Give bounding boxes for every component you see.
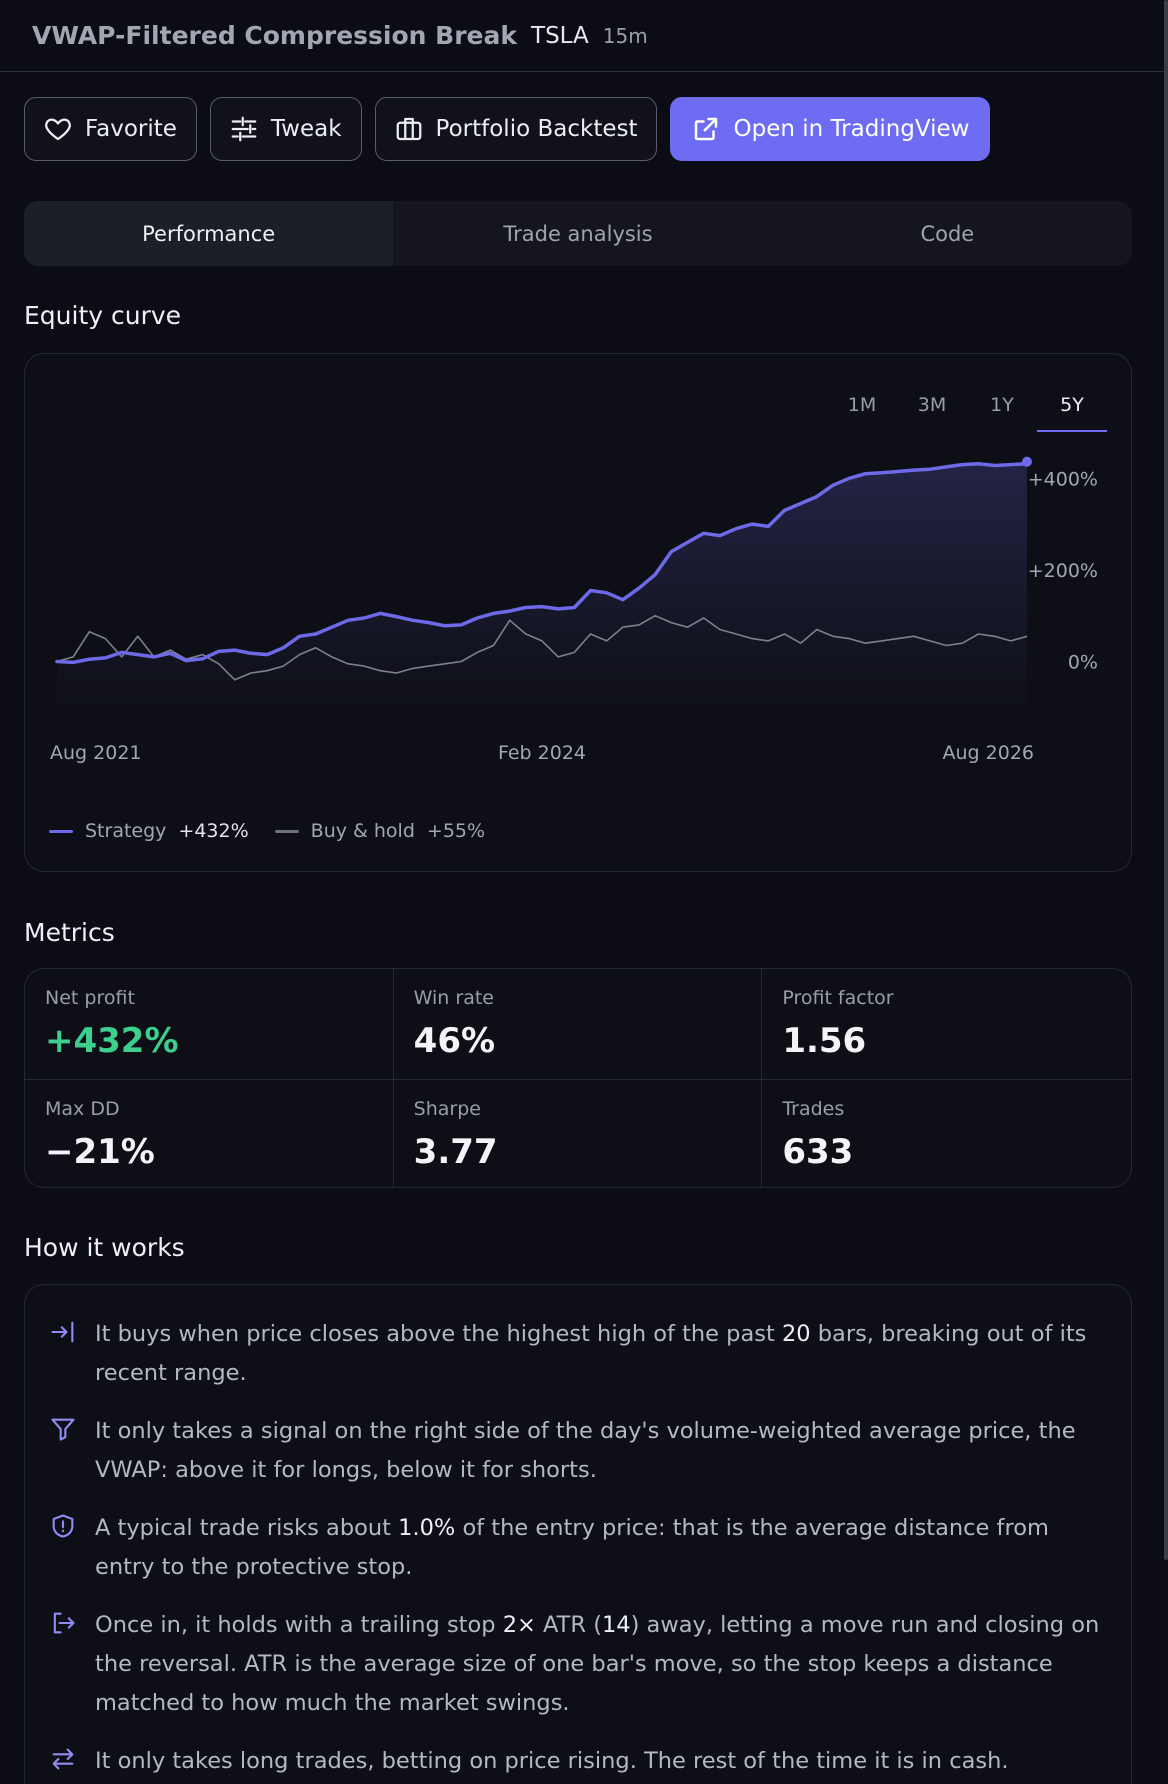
strategy-end-point xyxy=(1022,456,1032,467)
top-bar: VWAP-Filtered Compression Break TSLA 15m xyxy=(0,0,1168,72)
rule-text: ATR ( xyxy=(535,1612,602,1638)
rule-highlight: 20 xyxy=(781,1321,811,1347)
metrics-section-title: Metrics xyxy=(24,918,115,947)
open-tradingview-label: Open in TradingView xyxy=(733,116,970,142)
favorite-button[interactable]: Favorite xyxy=(24,97,197,161)
rule-text: A typical trade risks about xyxy=(95,1515,399,1541)
rule-highlight: 14 xyxy=(601,1612,631,1638)
rule-text: ) away, letting a move run and closing o… xyxy=(95,1612,1100,1716)
metric-win-rate: Win rate 46% xyxy=(393,969,763,1080)
range-1y[interactable]: 1Y xyxy=(990,394,1014,416)
rule-text: of the entry price: that is the average … xyxy=(95,1515,1049,1580)
metric-value: 633 xyxy=(782,1132,854,1172)
y-tick-label: +200% xyxy=(1028,560,1098,582)
metric-label: Trades xyxy=(782,1098,845,1120)
rule-text: Once in, it holds with a trailing stop xyxy=(95,1612,503,1638)
equity-chart: +400% +200% 0% Aug 2021 Feb 2024 Aug 2026 xyxy=(50,456,1098,764)
chart-legend: Strategy +432% Buy & hold +55% xyxy=(49,820,511,842)
tweak-button[interactable]: Tweak xyxy=(209,97,362,161)
metric-value: 1.56 xyxy=(782,1021,867,1061)
briefcase-icon xyxy=(396,117,421,141)
metric-value: 3.77 xyxy=(413,1132,498,1172)
rule-exit: Once in, it holds with a trailing stop 2… xyxy=(49,1606,1107,1723)
filter-icon xyxy=(51,1418,75,1441)
rule-filter: It only takes a signal on the right side… xyxy=(49,1412,1107,1490)
metric-value: 46% xyxy=(413,1021,496,1061)
timeframe-label: 15m xyxy=(602,23,648,48)
rule-risk: A typical trade risks about 1.0% of the … xyxy=(49,1509,1107,1587)
rule-text: It only takes a signal on the right side… xyxy=(95,1418,1076,1483)
rule-text: bars, breaking out of its recent range. xyxy=(95,1321,1087,1386)
x-tick-label: Aug 2026 xyxy=(943,742,1035,764)
enter-arrow-icon xyxy=(51,1321,74,1343)
legend-buy-hold-label: Buy & hold xyxy=(310,820,415,842)
metrics-card: Net profit +432% Win rate 46% Profit fac… xyxy=(24,968,1132,1188)
buy-hold-line xyxy=(56,614,1028,681)
metric-trades: Trades 633 xyxy=(762,1080,1131,1187)
tab-code[interactable]: Code xyxy=(920,221,975,246)
exit-arrow-icon xyxy=(53,1612,75,1634)
tab-performance[interactable]: Performance xyxy=(24,201,394,266)
rule-text: It only takes long trades, betting on pr… xyxy=(95,1748,1009,1774)
rule-text: It buys when price closes above the high… xyxy=(95,1321,782,1347)
buy-hold-swatch xyxy=(274,829,299,833)
range-5y[interactable]: 5Y xyxy=(1037,394,1107,432)
swap-arrows-icon xyxy=(52,1748,74,1770)
range-3m[interactable]: 3M xyxy=(917,394,947,416)
legend-buy-hold-value: +55% xyxy=(426,820,486,842)
tweak-label: Tweak xyxy=(270,116,342,142)
rule-highlight: 2× xyxy=(502,1612,536,1638)
x-tick-label: Aug 2021 xyxy=(50,742,142,764)
range-1m[interactable]: 1M xyxy=(847,394,877,416)
metric-label: Max DD xyxy=(45,1098,120,1120)
metric-label: Win rate xyxy=(413,987,494,1009)
how-it-works-card: It buys when price closes above the high… xyxy=(24,1284,1132,1784)
equity-chart-card: +400% +200% 0% Aug 2021 Feb 2024 Aug 2026 1M … xyxy=(24,353,1132,872)
rule-highlight: 1.0% xyxy=(398,1515,456,1541)
metric-value: +432% xyxy=(45,1021,179,1061)
metric-sharpe: Sharpe 3.77 xyxy=(394,1080,763,1187)
strategy-line xyxy=(55,461,1029,665)
y-tick-label: 0% xyxy=(1068,652,1098,674)
y-tick-label: +400% xyxy=(1028,468,1098,490)
equity-section-title: Equity curve xyxy=(24,301,182,330)
metric-label: Sharpe xyxy=(413,1098,481,1120)
metric-label: Net profit xyxy=(45,987,135,1009)
metric-value: −21% xyxy=(45,1132,155,1172)
range-selector: 1M 3M 1Y 5Y xyxy=(827,394,1107,432)
metric-net-profit: Net profit +432% xyxy=(25,969,394,1080)
ticker-label: TSLA xyxy=(531,22,589,49)
favorite-label: Favorite xyxy=(85,116,177,142)
legend-strategy-value: +432% xyxy=(178,820,249,842)
metric-label: Profit factor xyxy=(782,987,894,1009)
strategy-swatch xyxy=(49,829,73,833)
strategy-area xyxy=(57,463,1027,709)
metric-profit-factor: Profit factor 1.56 xyxy=(762,969,1131,1080)
how-section-title: How it works xyxy=(24,1233,185,1262)
legend-strategy-label: Strategy xyxy=(85,820,167,842)
tab-bar: Performance Trade analysis Code xyxy=(24,201,1132,266)
metric-max-dd: Max DD −21% xyxy=(25,1080,394,1187)
portfolio-backtest-label: Portfolio Backtest xyxy=(435,116,638,142)
rule-entry: It buys when price closes above the high… xyxy=(49,1315,1107,1393)
open-tradingview-button[interactable]: Open in TradingView xyxy=(670,97,991,161)
shield-icon xyxy=(52,1514,74,1538)
action-bar: Favorite Tweak Portfolio Backtest Open i… xyxy=(24,97,991,161)
strategy-title: VWAP-Filtered Compression Break xyxy=(32,21,518,50)
tab-trade-analysis[interactable]: Trade analysis xyxy=(503,221,653,246)
x-tick-label: Feb 2024 xyxy=(498,742,586,764)
sliders-icon xyxy=(231,116,257,142)
scrollbar[interactable] xyxy=(1164,0,1168,1560)
portfolio-backtest-button[interactable]: Portfolio Backtest xyxy=(374,97,658,161)
rule-direction: It only takes long trades, betting on pr… xyxy=(49,1742,1107,1781)
external-link-icon xyxy=(695,117,718,141)
heart-icon xyxy=(45,118,71,141)
